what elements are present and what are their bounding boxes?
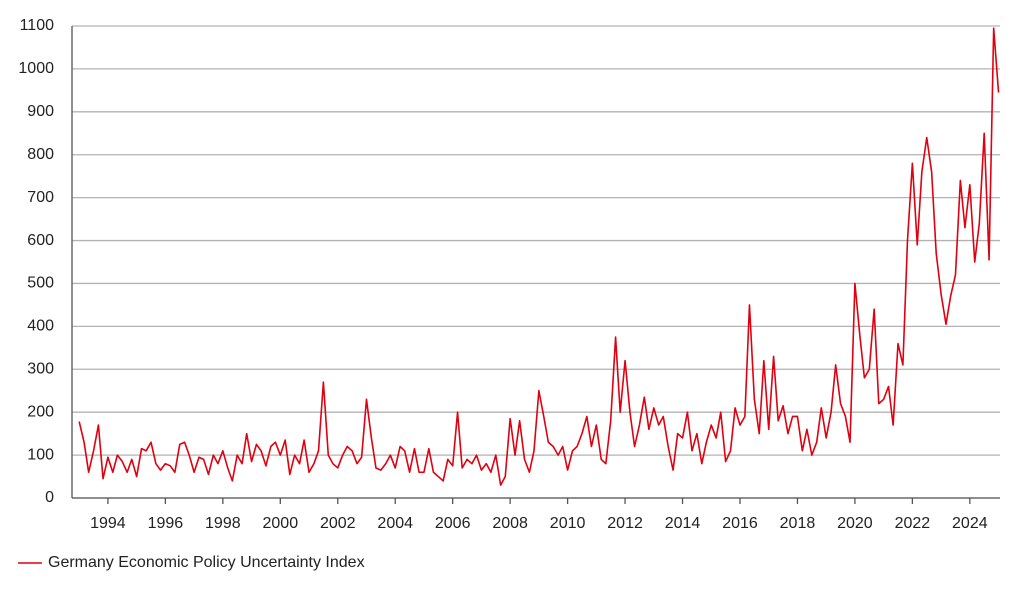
y-tick-label: 900 xyxy=(27,103,54,120)
x-tick-label: 2010 xyxy=(550,515,586,532)
x-tick-label: 2000 xyxy=(263,515,299,532)
y-tick-label: 0 xyxy=(45,489,54,506)
x-tick-label: 2004 xyxy=(377,515,413,532)
y-tick-label: 100 xyxy=(27,446,54,463)
y-tick-label: 600 xyxy=(27,232,54,249)
y-tick-label: 500 xyxy=(27,275,54,292)
x-tick-label: 2022 xyxy=(895,515,931,532)
x-tick-label: 2002 xyxy=(320,515,356,532)
x-tick-label: 2014 xyxy=(665,515,701,532)
x-tick-label: 1996 xyxy=(148,515,184,532)
y-tick-label: 1000 xyxy=(18,60,54,77)
y-tick-label: 200 xyxy=(27,403,54,420)
y-tick-label: 700 xyxy=(27,189,54,206)
legend-label: Germany Economic Policy Uncertainty Inde… xyxy=(48,554,365,571)
y-tick-label: 1100 xyxy=(20,17,55,34)
line-series xyxy=(78,27,1000,486)
y-tick-label: 800 xyxy=(27,146,54,163)
x-tick-label: 2024 xyxy=(952,515,988,532)
x-tick-label: 2018 xyxy=(780,515,816,532)
x-tick-label: 2016 xyxy=(722,515,758,532)
x-tick-label: 1998 xyxy=(205,515,241,532)
x-tick-label: 2008 xyxy=(492,515,528,532)
y-tick-label: 400 xyxy=(27,318,54,335)
x-tick-label: 1994 xyxy=(90,515,126,532)
x-tick-label: 2012 xyxy=(607,515,643,532)
x-tick-label: 2020 xyxy=(837,515,873,532)
y-tick-label: 300 xyxy=(27,360,54,377)
x-tick-label: 2006 xyxy=(435,515,471,532)
